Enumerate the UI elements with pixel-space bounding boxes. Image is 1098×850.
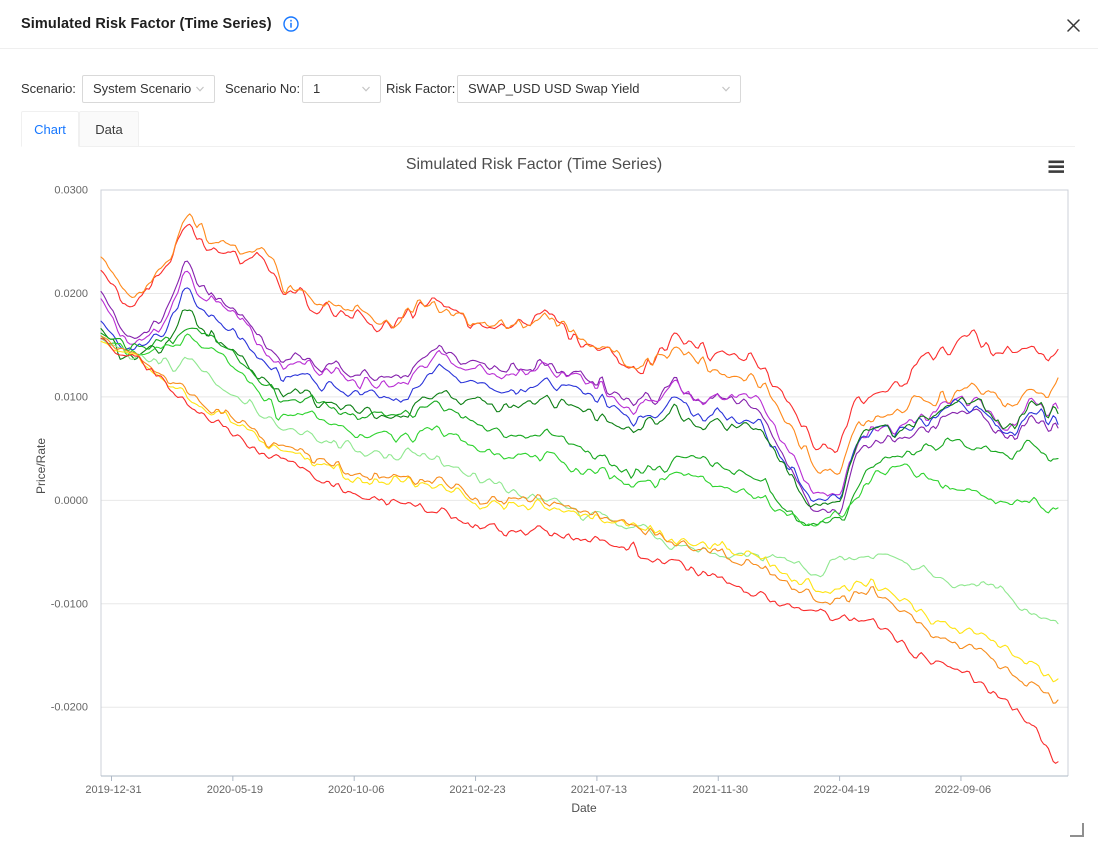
risk-factor-label: Risk Factor:: [386, 81, 456, 96]
chevron-down-icon: [196, 86, 204, 92]
x-tick-label: 2022-04-19: [813, 784, 869, 796]
x-tick-label: 2020-05-19: [207, 784, 263, 796]
y-tick-label: 0.0000: [54, 495, 88, 507]
chart-menu-icon[interactable]: [1048, 160, 1065, 173]
series-line-6: [100, 327, 1059, 527]
series-line-2: [100, 260, 1059, 515]
series-line-5: [100, 309, 1059, 508]
close-icon[interactable]: [1060, 12, 1086, 38]
x-tick-label: 2020-10-06: [328, 784, 384, 796]
chevron-down-icon: [362, 86, 370, 92]
x-tick-label: 2021-02-23: [449, 784, 505, 796]
tab-chart[interactable]: Chart: [21, 111, 79, 147]
series-line-8: [100, 338, 1059, 625]
resize-handle-icon[interactable]: [1070, 823, 1084, 837]
info-icon[interactable]: [282, 16, 299, 32]
modal-header: Simulated Risk Factor (Time Series): [0, 0, 1098, 48]
scenario-no-select-value: 1: [313, 81, 321, 96]
x-tick-label: 2021-11-30: [693, 784, 748, 796]
series-line-11: [100, 337, 1059, 764]
chart-title: Simulated Risk Factor (Time Series): [406, 156, 662, 173]
series-line-4: [100, 287, 1059, 502]
series-line-10: [100, 335, 1059, 704]
scenario-no-label: Scenario No:: [225, 81, 301, 96]
series-line-9: [100, 340, 1059, 683]
y-tick-label: 0.0300: [54, 185, 88, 197]
y-tick-label: -0.0200: [51, 702, 88, 714]
x-tick-label: 2019-12-31: [85, 784, 141, 796]
scenario-select[interactable]: System Scenario: [82, 75, 215, 103]
modal-title: Simulated Risk Factor (Time Series): [21, 16, 272, 32]
series-line-0: [100, 223, 1059, 454]
x-tick-label: 2021-07-13: [571, 784, 627, 796]
risk-factor-select-value: SWAP_USD USD Swap Yield: [468, 81, 640, 96]
series-line-1: [100, 213, 1059, 475]
scenario-no-select[interactable]: 1: [302, 75, 381, 103]
scenario-label: Scenario:: [21, 81, 76, 96]
plot-border: [100, 189, 1069, 776]
controls-bar: Scenario: System Scenario Scenario No: 1…: [0, 75, 1098, 103]
series-line-7: [100, 333, 1059, 527]
y-tick-label: 0.0200: [54, 288, 88, 300]
y-axis-title: Price/Rate: [34, 438, 48, 494]
x-axis-title: Date: [571, 801, 597, 815]
scenario-select-value: System Scenario: [93, 81, 192, 96]
risk-factor-select[interactable]: SWAP_USD USD Swap Yield: [457, 75, 741, 103]
series-line-3: [100, 270, 1059, 497]
chevron-down-icon: [722, 86, 730, 92]
y-tick-label: 0.0100: [54, 391, 88, 403]
x-tick-label: 2022-09-06: [935, 784, 991, 796]
risk-factor-chart: Simulated Risk Factor (Time Series) 0.030…: [34, 156, 1069, 815]
header-divider: [0, 48, 1098, 49]
tab-data[interactable]: Data: [79, 111, 139, 147]
y-tick-label: -0.0100: [51, 598, 88, 610]
tabs-underline: [21, 146, 1075, 147]
